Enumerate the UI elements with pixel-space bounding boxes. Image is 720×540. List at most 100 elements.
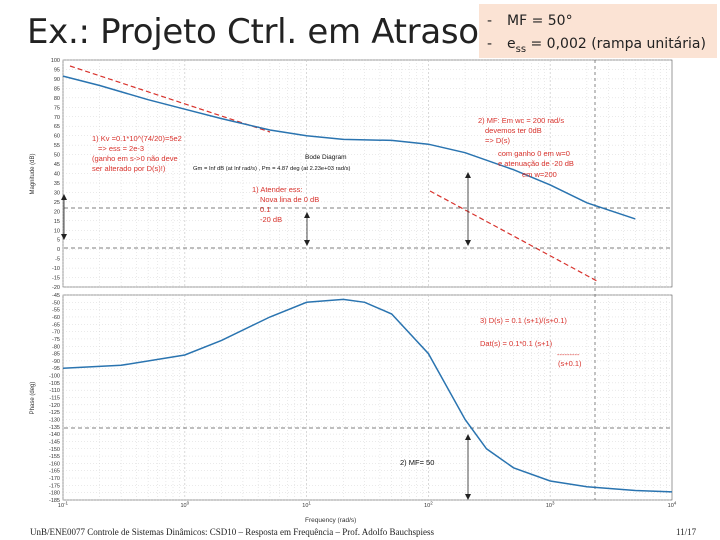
specification-box: - MF = 50° - ess = 0,002 (rampa unitária) bbox=[479, 4, 717, 58]
phase-tick-label: -85 bbox=[52, 352, 60, 358]
phase-tick-label: -60 bbox=[52, 315, 60, 321]
spec-error-symbol: e bbox=[507, 36, 516, 52]
magnitude-tick-label: 20 bbox=[54, 209, 60, 215]
phase-tick-label: -45 bbox=[52, 293, 60, 299]
magnitude-tick-label: 80 bbox=[54, 96, 60, 102]
magnitude-tick-label: -5 bbox=[55, 257, 60, 263]
magnitude-tick-label: 45 bbox=[54, 162, 60, 168]
phase-tick-label: -180 bbox=[49, 491, 60, 497]
magnitude-tick-label: 85 bbox=[54, 86, 60, 92]
bode-title: Bode Diagram bbox=[305, 154, 347, 161]
magnitude-tick-label: -20 bbox=[52, 285, 60, 291]
low-freq-asymptote-line bbox=[69, 65, 271, 133]
spec-phase-margin-text: MF = 50° bbox=[507, 13, 573, 29]
phase-grid bbox=[62, 294, 672, 501]
phase-tick-label: -110 bbox=[49, 388, 60, 394]
spec-steady-state-error: - ess = 0,002 (rampa unitária) bbox=[487, 36, 706, 55]
annotation-mf: 2) MF: Em wc = 200 rad/s devemos ter 0dB… bbox=[478, 116, 574, 179]
spec-phase-margin: - MF = 50° bbox=[487, 13, 573, 29]
magnitude-axis-label: Magnitude (dB) bbox=[30, 153, 36, 194]
annotation-kv-line-4: ser alterado por D(s)!) bbox=[92, 164, 166, 173]
spec-steady-state-error-text: = 0,002 (rampa unitária) bbox=[526, 36, 706, 52]
magnitude-tick-label: 60 bbox=[54, 134, 60, 140]
magnitude-grid bbox=[62, 59, 672, 288]
phase-tick-label: -80 bbox=[52, 344, 60, 350]
magnitude-tick-label: 10 bbox=[54, 228, 60, 234]
phase-tick-label: -115 bbox=[49, 396, 60, 402]
annotation-compensator-line: 3) D(s) = 0.1 (s+1)/(s+0.1) bbox=[480, 316, 567, 325]
phase-tick-label: -175 bbox=[49, 483, 60, 489]
phase-tick-label: -105 bbox=[49, 381, 60, 387]
frequency-tick-label: 104 bbox=[668, 501, 677, 510]
frequency-tick-label: 103 bbox=[546, 501, 555, 510]
bode-subtitle: Gm = Inf dB (at Inf rad/s) , Pm = 4.87 d… bbox=[193, 166, 350, 172]
phase-tick-label: -145 bbox=[49, 439, 60, 445]
phase-y-ticks: -45-50 -55-60-65 -70-75-80 -85-90-95 -100-10… bbox=[49, 293, 60, 504]
magnitude-tick-label: 75 bbox=[54, 105, 60, 111]
magnitude-tick-label: 70 bbox=[54, 115, 60, 121]
annotation-mf-line-5: e atenuação de -20 dB bbox=[498, 159, 574, 168]
spec-dash: - bbox=[487, 36, 493, 52]
magnitude-tick-label: 55 bbox=[54, 143, 60, 149]
annotation-compensator: 3) D(s) = 0.1 (s+1)/(s+0.1) bbox=[480, 316, 567, 325]
magnitude-tick-label: 40 bbox=[54, 172, 60, 178]
magnitude-tick-label: -10 bbox=[52, 266, 60, 272]
phase-curve bbox=[62, 298, 673, 493]
slide-footer: UnB/ENE0077 Controle de Sistemas Dinâmic… bbox=[30, 527, 434, 537]
annotation-phase-margin-text: 2) MF= 50 bbox=[400, 458, 434, 467]
spec-dash: - bbox=[487, 13, 493, 29]
phase-tick-label: -100 bbox=[49, 374, 60, 380]
phase-tick-label: -165 bbox=[49, 469, 60, 475]
phase-axis-label: Phase (deg) bbox=[30, 382, 36, 415]
annotation-mf-line-3: => D(s) bbox=[485, 136, 511, 145]
annotation-kv-line-3: (ganho em s->0 não deve bbox=[92, 154, 178, 163]
magnitude-tick-label: 5 bbox=[57, 238, 60, 244]
annotation-ess-line-1: 1) Atender ess: bbox=[252, 185, 302, 194]
page-number: 11/17 bbox=[676, 527, 697, 537]
phase-tick-label: -95 bbox=[52, 366, 60, 372]
magnitude-tick-label: 0 bbox=[57, 247, 60, 253]
phase-tick-label: -65 bbox=[52, 322, 60, 328]
phase-tick-label: -140 bbox=[49, 432, 60, 438]
annotation-mf-line-6: em w=200 bbox=[522, 170, 557, 179]
phase-tick-label: -120 bbox=[49, 403, 60, 409]
frequency-tick-label: 10-1 bbox=[58, 501, 69, 510]
annotation-kv-line-2: => ess = 2e-3 bbox=[98, 144, 144, 153]
annotation-kv-line-1: 1) Kv =0.1*10^(74/20)=5e2 bbox=[92, 134, 182, 143]
magnitude-y-ticks: 1009590858075706560555045403530252015105… bbox=[51, 58, 60, 291]
magnitude-tick-label: 100 bbox=[51, 58, 60, 64]
phase-tick-label: -155 bbox=[49, 454, 60, 460]
phase-tick-label: -125 bbox=[49, 410, 60, 416]
slide-title: Ex.: Projeto Ctrl. em Atraso bbox=[27, 12, 479, 52]
annotation-dat-denominator: (s+0.1) bbox=[558, 359, 582, 368]
frequency-axis-label: Frequency (rad/s) bbox=[305, 517, 356, 524]
spec-error-subscript: ss bbox=[515, 43, 527, 55]
phase-tick-label: -55 bbox=[52, 308, 60, 314]
magnitude-tick-label: 95 bbox=[54, 67, 60, 73]
annotation-ess-line-4: -20 dB bbox=[260, 215, 282, 224]
annotation-attenuated-compensator: Dat(s) = 0.1*0.1 (s+1) --------- (s+0.1) bbox=[480, 339, 582, 368]
phase-tick-label: -170 bbox=[49, 476, 60, 482]
phase-axes bbox=[62, 294, 673, 501]
annotation-mf-line-2: devemos ter 0dB bbox=[485, 126, 542, 135]
magnitude-tick-label: 15 bbox=[54, 219, 60, 225]
annotation-mf-line-4: com ganho 0 em w=0 bbox=[498, 149, 570, 158]
phase-tick-label: -185 bbox=[49, 498, 60, 504]
annotation-ess: 1) Atender ess: Nova lina de 0 dB 0.1 -2… bbox=[252, 185, 319, 224]
magnitude-tick-label: 35 bbox=[54, 181, 60, 187]
phase-tick-label: -90 bbox=[52, 359, 60, 365]
frequency-tick-label: 100 bbox=[180, 501, 189, 510]
annotation-dat-numerator: Dat(s) = 0.1*0.1 (s+1) bbox=[480, 339, 553, 348]
magnitude-tick-label: 30 bbox=[54, 190, 60, 196]
frequency-x-ticks: 10-1 100 101 102 103 104 bbox=[58, 501, 677, 510]
annotation-mf-line-1: 2) MF: Em wc = 200 rad/s bbox=[478, 116, 564, 125]
phase-tick-label: -150 bbox=[49, 447, 60, 453]
frequency-tick-label: 102 bbox=[424, 501, 433, 510]
magnitude-tick-label: -15 bbox=[52, 276, 60, 282]
magnitude-curve bbox=[62, 75, 636, 220]
magnitude-tick-label: 50 bbox=[54, 153, 60, 159]
frequency-tick-label: 101 bbox=[302, 501, 311, 510]
phase-tick-label: -130 bbox=[49, 417, 60, 423]
phase-tick-label: -160 bbox=[49, 461, 60, 467]
